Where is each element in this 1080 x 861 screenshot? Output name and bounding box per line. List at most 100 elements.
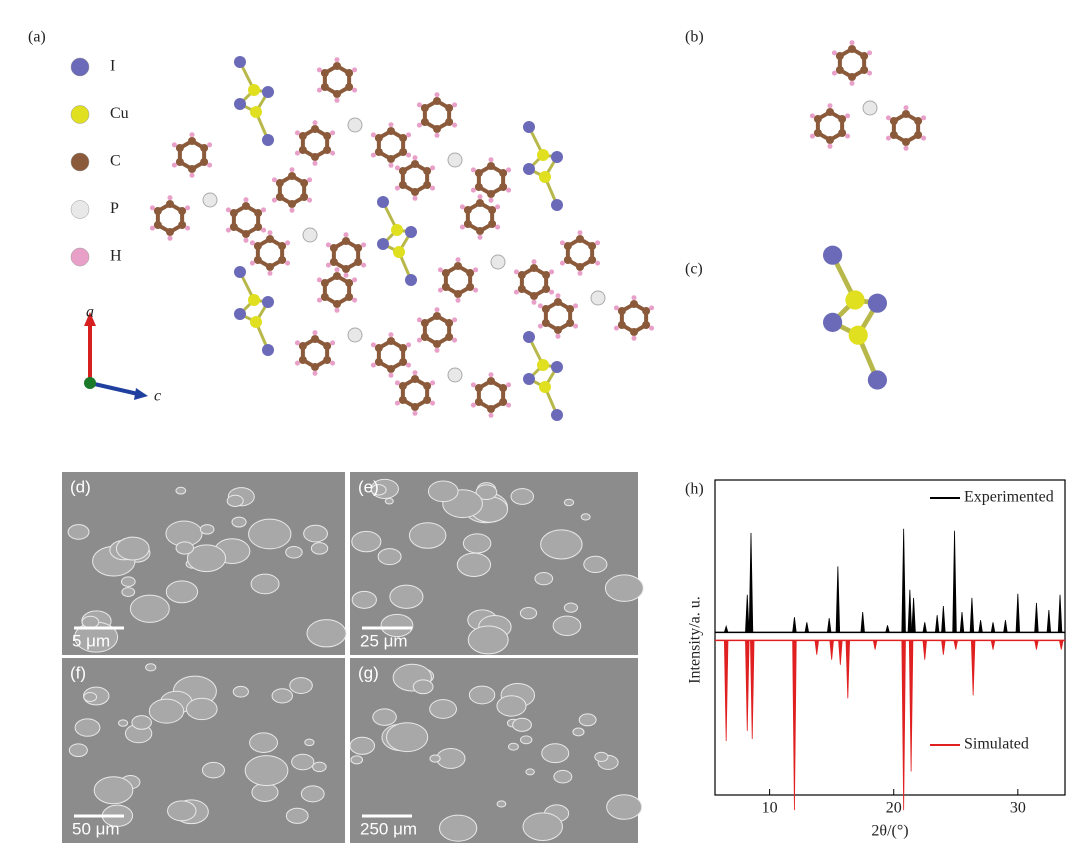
- ring: [400, 161, 430, 195]
- c-atom: [889, 117, 898, 125]
- particle: [306, 619, 347, 648]
- h-atom: [243, 237, 249, 243]
- h-atom: [185, 205, 191, 211]
- peak: [723, 640, 729, 742]
- h-atom: [452, 317, 458, 323]
- cu-atom: [250, 316, 262, 328]
- c-atom: [423, 181, 432, 189]
- particle: [120, 576, 136, 587]
- particle: [289, 677, 313, 694]
- particle: [583, 555, 608, 574]
- h-atom: [330, 150, 336, 156]
- h-atom: [171, 162, 177, 168]
- h-atom: [430, 185, 436, 191]
- y-axis-label: Intensity/a. u.: [687, 596, 704, 684]
- h-atom: [470, 382, 476, 388]
- i-atom: [823, 245, 843, 265]
- ring: [476, 378, 506, 412]
- particle: [475, 484, 498, 500]
- particle: [389, 584, 424, 609]
- particle: [226, 494, 244, 507]
- peak: [826, 618, 832, 633]
- c-atom: [178, 221, 187, 229]
- c-atom: [229, 223, 238, 231]
- peak: [838, 640, 843, 665]
- h-atom: [412, 370, 418, 376]
- h-atom: [903, 105, 909, 111]
- i-atom: [262, 86, 274, 98]
- peak: [922, 622, 928, 633]
- particle: [271, 688, 293, 704]
- h-atom: [495, 224, 501, 230]
- atom-swatch: [70, 200, 90, 219]
- h-atom: [613, 305, 619, 311]
- h-atom: [595, 240, 601, 246]
- particle: [510, 488, 535, 505]
- cu-atom: [845, 290, 865, 310]
- c-atom: [278, 256, 287, 264]
- h-atom: [149, 225, 155, 231]
- c-atom: [354, 258, 363, 266]
- h-atom: [559, 260, 565, 266]
- ring: [155, 201, 185, 235]
- peak: [814, 640, 820, 655]
- peak: [941, 605, 946, 633]
- c-atom: [374, 148, 383, 156]
- crystal-structure: [149, 40, 927, 421]
- h-atom: [506, 187, 512, 193]
- c-atom: [253, 242, 262, 250]
- particle: [312, 761, 327, 773]
- h-atom: [243, 197, 249, 203]
- c-atom: [454, 290, 462, 298]
- h-atom: [470, 402, 476, 408]
- c-atom: [433, 97, 441, 105]
- h-atom: [225, 207, 231, 213]
- c-atom: [342, 265, 350, 273]
- peak: [1057, 594, 1063, 633]
- h-atom: [406, 362, 412, 368]
- c-atom: [474, 169, 483, 177]
- h-atom: [549, 269, 555, 275]
- c-atom: [463, 206, 472, 214]
- c-atom: [476, 227, 484, 235]
- particle: [350, 755, 364, 765]
- peak: [941, 640, 946, 655]
- cu-atom: [248, 294, 260, 306]
- c-atom: [813, 115, 822, 123]
- axis-letter: c: [154, 388, 161, 405]
- c-atom: [329, 258, 338, 266]
- h-atom: [595, 260, 601, 266]
- h-atom: [555, 293, 561, 299]
- h-atom: [434, 307, 440, 313]
- i-atom: [551, 199, 563, 211]
- particle: [186, 544, 227, 573]
- h-atom: [488, 197, 494, 203]
- h-atom: [416, 317, 422, 323]
- c-atom: [278, 242, 287, 250]
- c-atom: [323, 342, 332, 350]
- h-atom: [513, 289, 519, 295]
- h-atom: [631, 295, 637, 301]
- h-atom: [416, 122, 422, 128]
- axis-origin: [84, 377, 96, 389]
- c-atom: [566, 319, 575, 327]
- c-atom: [175, 144, 184, 152]
- particle: [285, 545, 303, 559]
- i-atom: [405, 274, 417, 286]
- particle: [115, 536, 150, 561]
- ring: [231, 203, 261, 237]
- i-atom: [551, 409, 563, 421]
- particle: [121, 587, 136, 598]
- c-atom: [838, 129, 847, 137]
- plot-frame: [714, 479, 1066, 796]
- panel-label: (d): [70, 477, 91, 496]
- i-atom: [867, 293, 888, 313]
- particle: [522, 812, 563, 841]
- ring: [422, 313, 452, 347]
- h-atom: [845, 133, 851, 139]
- ring: [376, 128, 406, 162]
- h-atom: [921, 115, 927, 121]
- peak: [745, 594, 750, 633]
- h-atom: [388, 372, 394, 378]
- c-atom: [463, 220, 472, 228]
